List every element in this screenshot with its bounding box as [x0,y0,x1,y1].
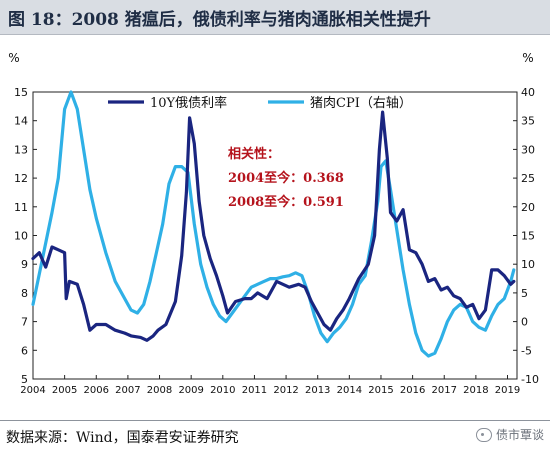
right-tick-label: 25 [521,172,535,185]
left-tick-label: 12 [14,172,28,185]
watermark-text: 债市覃谈 [495,428,544,442]
watermark: 债市覃谈 [475,426,544,443]
left-tick-label: 7 [21,316,28,329]
right-tick-label: 30 [521,143,535,156]
right-tick-label: 5 [521,287,528,300]
x-tick-label: 2005 [52,385,77,396]
annotation-line-1: 相关性： [228,146,280,162]
x-tick-label: 2015 [368,385,393,396]
x-tick-label: 2018 [463,385,488,396]
right-axis-unit-label: % [522,51,533,65]
x-tick-label: 2007 [115,385,140,396]
x-tick-label: 2019 [495,385,520,396]
x-tick-label: 2008 [147,385,172,396]
left-tick-label: 14 [14,115,28,128]
legend-pork-cpi-label: 猪肉CPI（右轴） [310,96,412,111]
x-tick-label: 2010 [210,385,235,396]
source-bar: 数据来源：Wind，国泰君安证券研究 债市覃谈 [0,420,550,449]
series-line-pork-cpi [31,90,516,358]
x-tick-label: 2009 [178,385,203,396]
left-tick-label: 15 [14,86,28,99]
left-tick-label: 11 [14,201,28,214]
left-tick-label: 6 [21,344,28,357]
legend-bond-yield-label: 10Y俄债利率 [150,95,227,111]
legend: 10Y俄债利率 猪肉CPI（右轴） [108,95,412,111]
chart-frame: %% [8,51,534,380]
left-axis-ticks: 5 6 7 8 9 10 11 12 13 14 15 [14,86,37,386]
x-tick-label: 2014 [337,385,362,396]
x-tick-label: 2011 [242,385,267,396]
figure-title: 图 18：2008 猪瘟后，俄债利率与猪肉通胀相关性提升 [8,10,431,30]
right-tick-label: 40 [521,86,535,99]
left-tick-label: 8 [21,287,28,300]
right-tick-label: -10 [521,373,539,386]
x-axis-ticks: 2004 2005 2006 2007 2008 2009 2010 2011 2012 2013… [20,375,520,396]
right-tick-label: 10 [521,258,535,271]
x-tick-label: 2017 [432,385,457,396]
source-note: 数据来源：Wind，国泰君安证券研究 [6,430,239,446]
wechat-logo-icon [475,427,492,442]
left-tick-label: 5 [21,373,28,386]
correlation-annotation: 相关性： 2004至今：0.368 2008至今：0.591 [228,146,344,210]
x-tick-label: 2004 [20,385,45,396]
plot-area-frame [32,91,518,380]
right-tick-label: 0 [521,316,528,329]
left-tick-label: 13 [14,143,28,156]
right-tick-label: 20 [521,201,535,214]
right-tick-label: -5 [521,344,532,357]
right-axis-ticks: -10 -5 0 5 10 15 20 25 30 35 40 [513,86,539,386]
x-tick-label: 2013 [305,385,330,396]
x-tick-label: 2012 [273,385,298,396]
x-tick-label: 2016 [400,385,425,396]
series-line-bond-yield [31,110,516,342]
left-tick-label: 9 [21,258,28,271]
right-tick-label: 15 [521,230,535,243]
left-tick-label: 10 [14,230,28,243]
annotation-line-3: 2008至今：0.591 [228,194,344,210]
figure-title-bar: 图 18：2008 猪瘟后，俄债利率与猪肉通胀相关性提升 [0,0,550,35]
right-tick-label: 35 [521,115,535,128]
x-tick-label: 2006 [84,385,109,396]
annotation-line-2: 2004至今：0.368 [228,170,344,186]
line-chart: %% 5 6 7 8 9 10 11 12 13 14 15 -10 -5 0 5 10 15 20 25 30 35… [8,51,539,396]
left-axis-unit-label: % [8,51,19,65]
series-layer [31,90,516,358]
